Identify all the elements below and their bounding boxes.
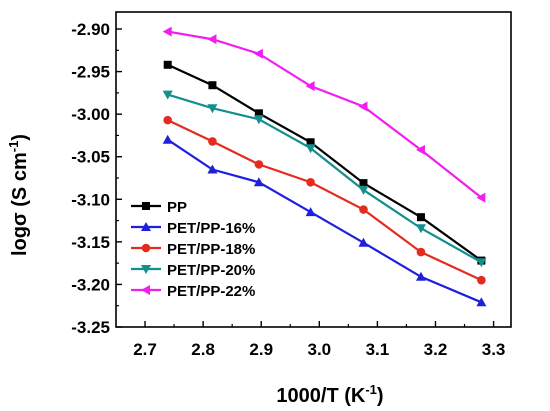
data-point [415,271,426,281]
x-axis-label-main: 1000/T (K [276,385,365,407]
data-point [306,177,315,187]
y-axis-label: logσ (S cm-1) [6,134,31,256]
y-tick-label: -3.05 [71,148,110,167]
data-point [476,258,487,268]
data-point [207,164,218,174]
y-tick-label: -3.00 [71,105,110,124]
x-axis-label-exponent: -1 [365,382,377,397]
y-axis-label-main: logσ (S cm [9,152,31,256]
data-point [163,60,172,69]
data-point [207,34,217,45]
series-line-4 [167,93,482,264]
plot-layer: -3.25 -3.20 -3.15 -3.10 -3.05 -3.00 -2.95 -2.90… [71,11,512,359]
data-point [476,192,486,203]
data-point [476,297,487,307]
x-tick-label: 3.0 [307,340,331,359]
y-tick-label: -3.20 [71,275,110,294]
data-point [253,177,264,187]
data-point [358,237,369,247]
data-point [358,185,369,195]
data-point [477,275,486,285]
x-tick-label: 3.2 [424,340,448,359]
data-point [306,138,315,147]
data-point [162,90,173,100]
data-point [254,109,263,118]
data-point [359,179,368,188]
x-tick-label: 2.7 [133,340,157,359]
legend-marker [141,265,151,274]
x-tick-label: 3.1 [366,340,390,359]
y-tick-label: -2.95 [71,63,110,82]
data-point [207,104,218,114]
legend-label: PET/PP-18% [167,241,255,258]
plot-frame [115,11,512,328]
x-axis-label: 1000/T (K-1) [276,382,383,407]
x-tick-label: 3.3 [482,340,506,359]
data-point [162,134,173,144]
x-tick-label: 2.8 [191,340,215,359]
legend-label: PET/PP-16% [167,220,255,237]
data-point [254,160,264,169]
data-point [253,115,264,125]
y-axis-label-exponent: -1 [6,141,21,153]
data-point [416,247,426,257]
data-point [359,205,368,214]
legend-marker [141,243,151,253]
data-point [305,81,315,92]
data-point [162,26,172,37]
y-axis-label-close: ) [9,134,31,141]
legend-marker [141,222,151,231]
legend-marker [141,285,150,295]
y-tick-label: -3.25 [71,318,110,337]
data-point [163,115,172,125]
data-point [415,224,426,234]
legend-label: PET/PP-22% [167,283,255,300]
legend-label: PP [167,199,187,216]
data-point [415,144,425,155]
data-point [416,213,425,222]
x-tick-label: 2.9 [249,340,273,359]
data-point [305,207,316,217]
y-tick-label: -3.10 [71,190,110,209]
data-point [253,48,263,59]
data-point [305,144,316,154]
y-tick-label: -3.15 [71,233,110,252]
x-axis-label-close: ) [377,385,384,407]
y-tick-label: -2.90 [71,20,110,39]
data-point [358,101,368,112]
data-point [208,81,217,90]
data-point [208,137,217,146]
legend-label: PET/PP-20% [167,262,255,279]
legend-marker [142,202,150,210]
